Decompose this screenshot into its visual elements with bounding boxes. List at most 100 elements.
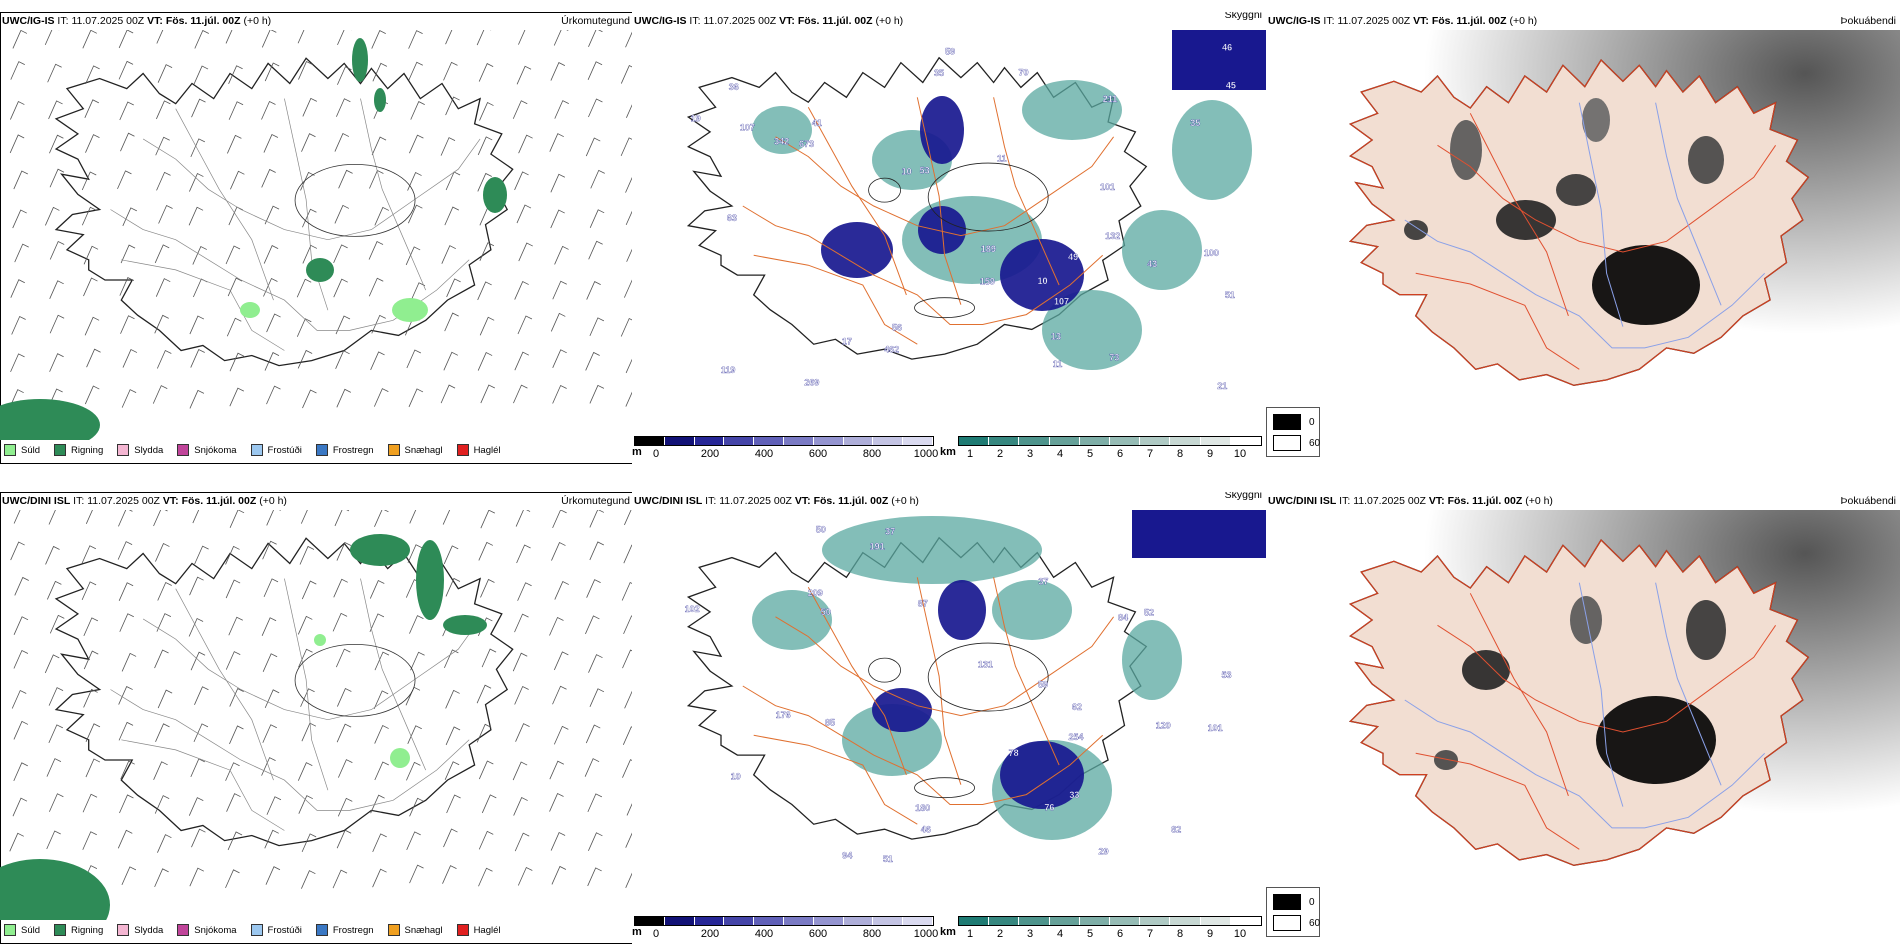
precip-map[interactable] [0, 30, 632, 440]
colorbar-tick: 5 [1086, 448, 1094, 460]
wind-barb [444, 312, 459, 332]
precip-legend-item: Rigning [54, 444, 103, 456]
cloud-base-label: 342 [774, 136, 789, 146]
colorbar-tick: 2 [996, 448, 1004, 460]
wind-barb [302, 244, 318, 264]
wind-barb [229, 725, 244, 745]
legend-swatch [54, 924, 67, 936]
wind-barb [155, 136, 170, 156]
road-line [993, 577, 1060, 766]
river-line [1404, 699, 1766, 829]
wind-barb [81, 545, 97, 564]
low-visibility-area [1172, 100, 1252, 200]
fog-map[interactable] [1266, 510, 1900, 944]
wind-barb [82, 831, 97, 850]
wind-barb [368, 277, 384, 297]
colorbar-tick: 600 [808, 928, 828, 940]
road-line [110, 689, 470, 811]
wind-barb [189, 315, 205, 335]
wind-barb [85, 65, 100, 85]
wind-barb [12, 209, 27, 229]
panel-header: UWC/IG-IS IT: 11.07.2025 00Z VT: Fös. 11… [1266, 12, 1900, 30]
wind-barb [155, 723, 170, 743]
cloud-base-label: 35 [934, 68, 944, 78]
wind-barb [226, 793, 241, 812]
wind-barb [622, 649, 632, 669]
wind-barb [553, 30, 569, 46]
wind-barb [584, 758, 600, 777]
wind-barb [297, 615, 313, 635]
cloud-base-label: 17 [842, 337, 852, 347]
panel-title: Skyggni [1224, 12, 1262, 21]
wind-barb [517, 315, 533, 335]
wind-barb [478, 830, 494, 850]
wind-barb [81, 581, 97, 601]
cloud-base-label: 189 [981, 244, 996, 254]
wind-barb [551, 865, 567, 885]
rain-area [0, 859, 110, 920]
fog-map[interactable] [1266, 30, 1900, 464]
colorbar-tick: 800 [862, 928, 882, 940]
wind-barb [336, 98, 351, 117]
wind-barb [297, 349, 313, 369]
wind-barb [623, 544, 632, 564]
wind-barb [588, 654, 603, 673]
wind-barb [302, 208, 317, 228]
cloud-base-label: 254 [1068, 732, 1083, 742]
river-line [1655, 582, 1722, 786]
cloud-base-label: 107 [1054, 297, 1069, 307]
wind-barb [299, 545, 315, 565]
wind-barb [263, 245, 279, 264]
cloud-map[interactable]: 101 76 84 87 209 94 131 82 53 59 102 50 10 120 37 176 52… [632, 510, 1266, 912]
cloud-base-label: 176 [776, 710, 791, 720]
panel-header: UWC/IG-IS IT: 11.07.2025 00Z VT: Fös. 11… [632, 12, 1266, 30]
wind-barb [229, 387, 245, 407]
cloud-base-label: 33 [1069, 790, 1079, 800]
wind-barb [443, 351, 459, 371]
wind-barb [225, 869, 240, 889]
wind-barb [408, 30, 423, 49]
colorbar-tick: 6 [1116, 928, 1124, 940]
cloud-map[interactable]: 101 107 119 73 673 462 13 10 211 132 11 70 53 63 269 10… [632, 30, 1266, 432]
legend-label: Snjókoma [194, 924, 237, 936]
wind-barb [154, 795, 170, 814]
fog-patch [1686, 600, 1726, 660]
wind-barb [300, 510, 308, 524]
wind-barb [518, 134, 533, 154]
precip-legend: Súld Rigning Slydda Snjókoma Frostúði Frostre… [4, 441, 501, 459]
low-cloud-area [938, 580, 986, 640]
rain-area [352, 38, 368, 82]
cloud-base-label: 45 [1226, 81, 1236, 91]
fog-patch [1434, 750, 1458, 770]
colorbar-tick: 1000 [913, 928, 939, 940]
precip-legend-item: Snæhagl [387, 444, 443, 456]
wind-barb [46, 830, 61, 850]
wind-barb [374, 761, 389, 781]
cloud-base-label: 53 [920, 166, 930, 176]
wind-barb [407, 172, 422, 191]
wind-barb [550, 831, 566, 851]
wind-barb [374, 206, 390, 226]
wind-barb [407, 725, 422, 744]
wind-barb [372, 868, 387, 888]
wind-barb [442, 510, 451, 525]
wind-barb [156, 30, 164, 44]
fog-legend-label: 0 [1309, 896, 1315, 908]
wind-barb [11, 315, 26, 335]
wind-barb [337, 687, 352, 707]
wind-barb [155, 278, 171, 297]
wind-barb [585, 724, 601, 744]
wind-barb [478, 541, 493, 561]
wind-barb [193, 65, 209, 85]
wind-barb [332, 869, 348, 889]
wind-barb [264, 205, 280, 225]
wind-barb [478, 867, 493, 887]
wind-barb [301, 833, 317, 853]
wind-barb [12, 797, 28, 817]
precip-map[interactable] [0, 510, 632, 920]
wind-barb [518, 242, 533, 262]
legend-label: Haglél [473, 444, 501, 456]
height-unit: m [632, 446, 642, 458]
wind-barb [337, 30, 352, 46]
wind-barb [118, 30, 134, 49]
